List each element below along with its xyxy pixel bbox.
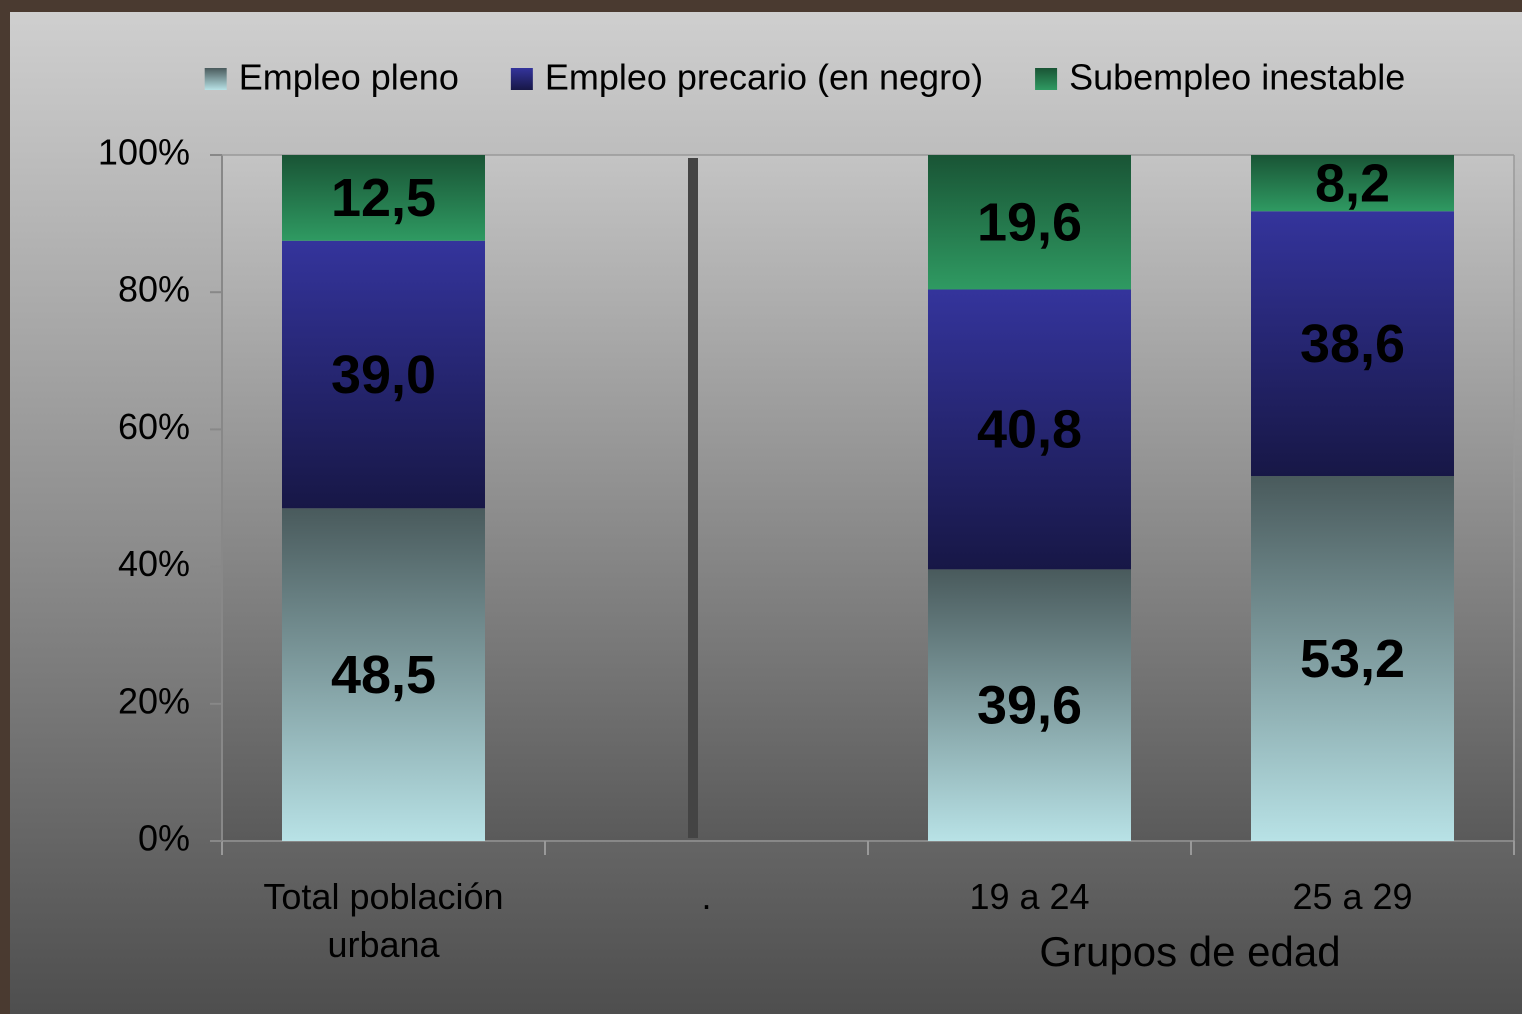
y-tick-label: 80% bbox=[118, 269, 190, 310]
y-tick-label: 60% bbox=[118, 406, 190, 447]
x-tick-label: Total población urbana bbox=[263, 876, 504, 965]
data-label: 39,0 bbox=[331, 345, 436, 405]
legend-label: Subempleo inestable bbox=[1069, 57, 1405, 98]
bar-segment bbox=[282, 508, 485, 841]
data-label: 48,5 bbox=[331, 645, 436, 705]
legend-swatch bbox=[510, 68, 533, 90]
legend-swatch bbox=[1035, 68, 1058, 90]
bar-segment bbox=[1251, 211, 1454, 477]
data-label: 8,2 bbox=[1315, 153, 1390, 213]
y-tick-label: 40% bbox=[118, 543, 190, 584]
data-label: 39,6 bbox=[977, 675, 1082, 735]
data-label: 38,6 bbox=[1300, 314, 1405, 374]
data-label: 53,2 bbox=[1300, 629, 1405, 689]
bar-segment bbox=[928, 569, 1131, 841]
bar-segment bbox=[1251, 155, 1454, 212]
bar-segment bbox=[1251, 476, 1454, 841]
bar-segment bbox=[282, 240, 485, 509]
x-tick-label: 19 a 24 bbox=[969, 876, 1090, 917]
legend: Empleo pleno Empleo precario (en negro) Su… bbox=[204, 57, 1405, 98]
legend-label: Empleo pleno bbox=[239, 57, 459, 98]
bar-segment bbox=[928, 155, 1131, 290]
x-axis-title: Grupos de edad bbox=[1039, 928, 1340, 975]
y-tick-label: 20% bbox=[118, 680, 190, 721]
bar-segment bbox=[282, 155, 485, 241]
x-tick-label: . bbox=[701, 876, 712, 917]
data-label: 12,5 bbox=[331, 168, 436, 228]
separator bbox=[688, 158, 698, 838]
data-label: 19,6 bbox=[977, 192, 1082, 252]
legend-swatch bbox=[204, 68, 227, 90]
y-tick-label: 0% bbox=[138, 818, 190, 859]
bar-segment bbox=[928, 289, 1131, 570]
y-tick-label: 100% bbox=[98, 132, 190, 173]
legend-label: Empleo precario (en negro) bbox=[545, 57, 983, 98]
x-tick-label: 25 a 29 bbox=[1292, 876, 1413, 917]
data-label: 40,8 bbox=[977, 400, 1082, 460]
